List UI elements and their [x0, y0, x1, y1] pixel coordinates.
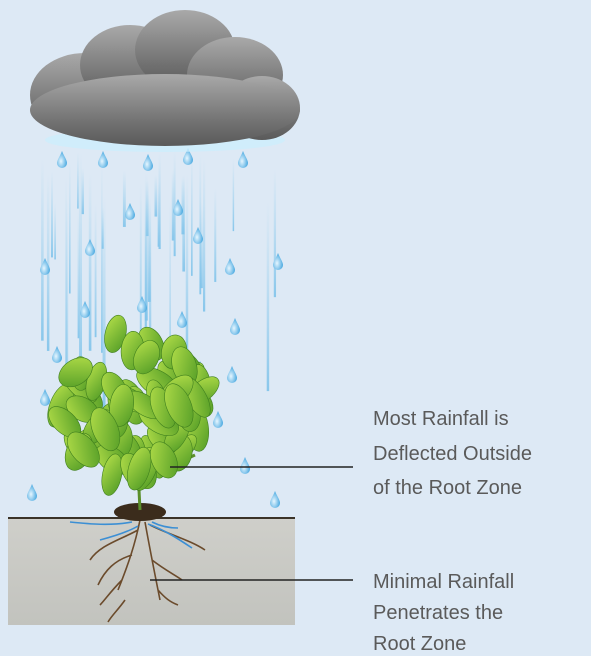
- rain-streak: [47, 175, 49, 351]
- rain-drop: [27, 484, 37, 501]
- soil: [8, 518, 295, 625]
- rain-streak: [274, 169, 276, 297]
- rain-streak: [159, 153, 161, 249]
- rain-drop: [177, 311, 187, 328]
- page: {"annotations": [ {"lines": ["Most Rainf…: [0, 0, 591, 656]
- rain-drop: [57, 151, 67, 168]
- annotation-line: Minimal Rainfall: [373, 571, 514, 593]
- rain-streak: [145, 173, 148, 321]
- annotation-line: of the Root Zone: [373, 477, 522, 499]
- cloud: [30, 10, 300, 152]
- rain-streak: [123, 171, 126, 227]
- rain-streak: [214, 188, 216, 282]
- rain-streak: [77, 152, 79, 208]
- rain-streak: [191, 155, 193, 276]
- rain-streak: [101, 164, 103, 353]
- annotation-line: Root Zone: [373, 633, 466, 655]
- rain-drop: [85, 239, 95, 256]
- rain-drop: [238, 151, 248, 168]
- rain-streak: [95, 203, 97, 337]
- rain-streak: [203, 159, 205, 311]
- rain-streak: [69, 163, 71, 293]
- rain-streak: [78, 209, 80, 338]
- rain-streak: [267, 202, 269, 391]
- rain-drop: [270, 491, 280, 508]
- rain-streak: [186, 174, 188, 366]
- annotation-line: Deflected Outside: [373, 443, 532, 465]
- diagram: Most Rainfall is Deflected Outside of th…: [0, 0, 591, 656]
- rain-streak: [54, 203, 56, 260]
- rain-drop: [227, 366, 237, 383]
- rain-streak: [51, 171, 53, 257]
- rain-drop: [125, 203, 135, 220]
- rain-drop: [230, 318, 240, 335]
- annotation-line: Penetrates the: [373, 602, 503, 624]
- rain-streak: [79, 153, 82, 381]
- rain-drop: [98, 151, 108, 168]
- rain-streak: [155, 175, 158, 217]
- rain-streak: [82, 168, 84, 214]
- rain-streak: [174, 151, 176, 256]
- rain-drop: [225, 258, 235, 275]
- rain-streak: [233, 158, 235, 231]
- rain-streak: [89, 174, 92, 351]
- rain-streak: [102, 207, 104, 248]
- rain-streak: [148, 194, 151, 302]
- rain-drop: [213, 411, 223, 428]
- annotation-line: Most Rainfall is: [373, 408, 509, 430]
- cloud-body: [30, 10, 300, 146]
- plant: [42, 313, 224, 510]
- rain-streak: [41, 159, 44, 340]
- rain-drop: [40, 389, 50, 406]
- rain-drop: [240, 457, 250, 474]
- rain-streak: [200, 202, 203, 288]
- rain-drop: [143, 154, 153, 171]
- rain-drop: [52, 346, 62, 363]
- rain-streak: [181, 176, 184, 234]
